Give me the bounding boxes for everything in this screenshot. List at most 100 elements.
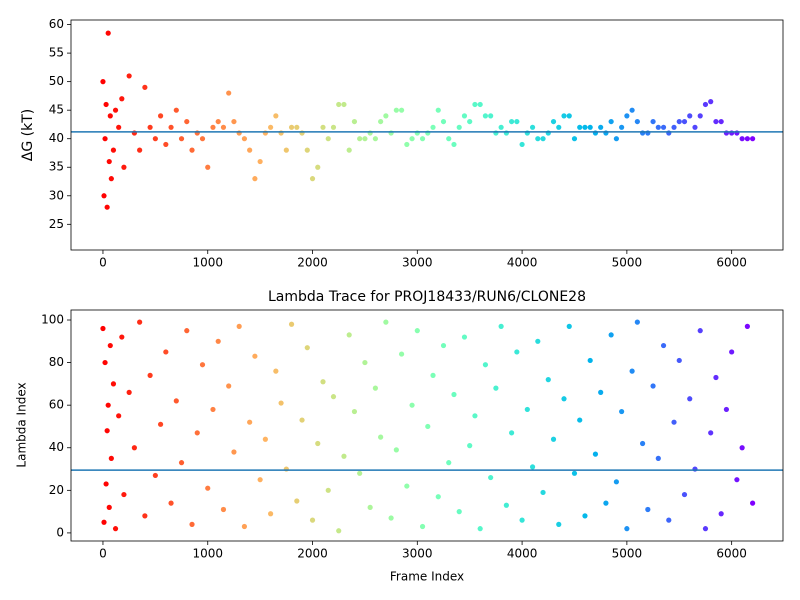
point — [104, 204, 110, 210]
point — [210, 124, 216, 130]
point — [509, 118, 515, 125]
point — [398, 107, 405, 113]
point — [535, 136, 541, 142]
point — [184, 118, 190, 125]
point — [103, 101, 109, 108]
y-tick-label: 60 — [49, 398, 64, 412]
point — [157, 421, 164, 427]
point — [713, 118, 719, 125]
point — [152, 136, 158, 142]
x-tick-label: 2000 — [297, 547, 328, 561]
x-tick-label: 4000 — [507, 547, 538, 561]
point — [137, 319, 143, 325]
point — [315, 164, 321, 170]
point — [341, 453, 347, 459]
point — [739, 445, 745, 451]
point — [205, 485, 211, 491]
point — [655, 124, 661, 130]
point — [550, 436, 557, 442]
point — [634, 118, 640, 125]
point — [362, 359, 368, 366]
point — [110, 381, 117, 387]
point — [456, 509, 462, 515]
point — [697, 328, 703, 334]
point — [189, 521, 195, 527]
y-tick-label: 80 — [49, 355, 64, 369]
point — [107, 342, 113, 349]
point — [103, 481, 109, 487]
point — [404, 483, 410, 489]
x-axis-label: Frame Index — [390, 570, 464, 584]
point — [692, 124, 698, 130]
point — [378, 118, 384, 125]
point — [498, 323, 504, 329]
x-tick-label: 1000 — [192, 256, 223, 270]
point — [435, 494, 441, 500]
x-tick-label: 4000 — [507, 256, 538, 270]
point — [556, 124, 562, 130]
point — [409, 136, 415, 142]
point — [231, 118, 237, 125]
axes-frame — [70, 19, 784, 251]
point — [152, 472, 158, 479]
point — [482, 362, 489, 368]
point — [102, 359, 108, 366]
x-tick-label: 3000 — [402, 547, 433, 561]
point — [676, 357, 682, 364]
point — [734, 477, 740, 483]
point — [273, 368, 279, 374]
point — [268, 511, 274, 517]
point — [241, 523, 248, 530]
point — [236, 323, 242, 329]
point — [121, 491, 127, 498]
point — [325, 136, 331, 142]
point — [184, 328, 190, 334]
x-tick-label: 2000 — [297, 256, 328, 270]
point — [582, 513, 588, 519]
point — [137, 147, 143, 153]
point — [288, 124, 295, 130]
point — [351, 118, 358, 125]
point — [121, 164, 127, 170]
point — [451, 391, 457, 398]
y-tick-label: 60 — [49, 17, 64, 31]
point — [529, 124, 536, 130]
point — [467, 118, 473, 125]
y-tick-label: 50 — [49, 74, 64, 88]
point — [112, 526, 119, 532]
y-tick-label: 20 — [49, 483, 64, 497]
point — [252, 353, 258, 359]
point — [477, 101, 483, 108]
point — [571, 470, 578, 476]
point — [220, 124, 227, 130]
point — [105, 30, 111, 36]
point — [550, 118, 557, 125]
point — [178, 136, 185, 142]
x-tick-label: 6000 — [716, 547, 747, 561]
point — [215, 338, 221, 344]
point — [108, 176, 114, 182]
point — [608, 332, 614, 338]
point — [126, 73, 132, 79]
point — [357, 470, 363, 476]
point — [325, 487, 331, 493]
point — [163, 141, 169, 148]
point — [446, 136, 452, 142]
point — [189, 147, 195, 153]
point — [101, 193, 107, 199]
point — [147, 124, 153, 130]
point — [304, 147, 310, 153]
point — [608, 118, 614, 125]
y-tick-label: 40 — [49, 440, 64, 454]
point — [215, 118, 221, 125]
point — [199, 362, 206, 368]
chart-title: Lambda Trace for PROJ18433/RUN6/CLONE28 — [268, 289, 586, 305]
point — [750, 136, 756, 142]
point — [320, 379, 326, 385]
point — [535, 338, 541, 344]
point — [718, 118, 724, 125]
point — [619, 124, 625, 130]
point — [101, 519, 107, 525]
point — [556, 521, 562, 527]
